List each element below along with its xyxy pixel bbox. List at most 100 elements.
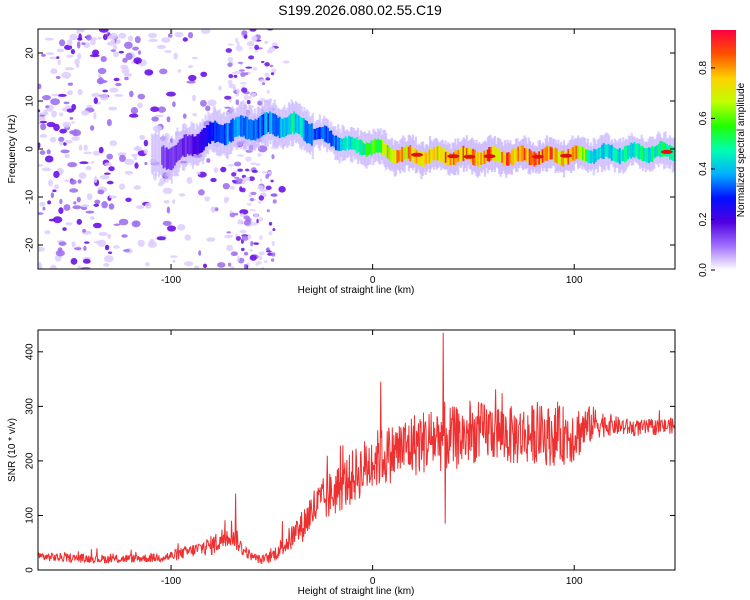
noise-blob bbox=[240, 247, 245, 252]
ridge-core bbox=[462, 145, 465, 162]
noise-blob bbox=[100, 56, 107, 63]
noise-blob bbox=[46, 149, 51, 155]
noise-blob bbox=[38, 212, 44, 215]
ridge-core bbox=[177, 142, 179, 161]
ridge-core bbox=[323, 125, 326, 142]
noise-blob bbox=[244, 72, 249, 76]
noise-blob bbox=[133, 156, 137, 161]
ridge-core bbox=[288, 115, 291, 135]
noise-blob bbox=[80, 266, 91, 269]
noise-blob bbox=[79, 29, 85, 33]
noise-blob bbox=[104, 244, 110, 251]
noise-blob bbox=[235, 99, 240, 106]
ridge-core bbox=[441, 148, 444, 163]
noise-blob bbox=[71, 136, 80, 142]
noise-blob bbox=[261, 60, 265, 64]
noise-blob bbox=[224, 95, 232, 100]
ridge-halo bbox=[150, 133, 154, 174]
ridge-core bbox=[620, 150, 623, 162]
ridge-core bbox=[425, 152, 428, 164]
noise-blob bbox=[137, 93, 146, 100]
noise-blob bbox=[93, 176, 98, 183]
ridge-core bbox=[281, 118, 284, 137]
ridge-core bbox=[199, 131, 202, 154]
noise-blob bbox=[253, 213, 259, 218]
ridge-core bbox=[552, 146, 555, 162]
ridge-core bbox=[364, 144, 367, 155]
ridge-core bbox=[420, 153, 423, 165]
noise-blob bbox=[85, 210, 95, 214]
ridge-core bbox=[609, 145, 612, 159]
noise-blob bbox=[89, 125, 95, 131]
noise-blob bbox=[268, 221, 273, 226]
noise-blob bbox=[124, 41, 133, 49]
noise-blob bbox=[198, 189, 205, 196]
ridge-core bbox=[293, 111, 296, 135]
noise-blob bbox=[92, 150, 101, 156]
ridge-core bbox=[615, 148, 618, 163]
ridge-core bbox=[272, 113, 275, 135]
noise-blob bbox=[239, 69, 245, 72]
noise-blob bbox=[56, 48, 65, 53]
noise-blob bbox=[234, 70, 242, 75]
ridge-peak bbox=[447, 154, 460, 159]
ridge-core bbox=[402, 147, 405, 160]
noise-blob bbox=[98, 231, 108, 237]
ridge-core bbox=[211, 122, 213, 141]
noise-blob bbox=[124, 158, 134, 166]
noise-blob bbox=[70, 258, 78, 265]
noise-blob bbox=[64, 139, 73, 144]
ridge-core bbox=[175, 144, 178, 163]
noise-blob bbox=[241, 87, 248, 93]
ridge-core bbox=[352, 138, 355, 150]
ridge-core bbox=[327, 127, 329, 144]
noise-blob bbox=[264, 62, 270, 67]
ridge-core bbox=[298, 115, 300, 134]
noise-blob bbox=[182, 37, 188, 42]
ridge-core bbox=[460, 147, 463, 161]
noise-blob bbox=[254, 44, 259, 50]
noise-blob bbox=[38, 117, 46, 121]
noise-blob bbox=[65, 222, 73, 226]
noise-blob bbox=[254, 49, 259, 53]
noise-blob bbox=[234, 212, 239, 216]
noise-blob bbox=[123, 249, 131, 252]
ridge-core bbox=[635, 144, 637, 157]
noise-blob bbox=[92, 49, 100, 56]
noise-blob bbox=[235, 236, 241, 241]
ridge-core bbox=[227, 123, 229, 144]
ridge-core bbox=[278, 116, 281, 139]
noise-blob bbox=[271, 252, 276, 257]
ridge-core bbox=[519, 146, 521, 161]
noise-blob bbox=[210, 206, 216, 213]
ridge-peak bbox=[531, 154, 544, 159]
noise-blob bbox=[192, 112, 197, 117]
noise-blob bbox=[113, 223, 121, 226]
noise-blob bbox=[121, 234, 128, 238]
ridge-core bbox=[241, 115, 244, 137]
ridge-core bbox=[322, 126, 325, 140]
noise-blob bbox=[237, 61, 244, 64]
noise-blob bbox=[144, 262, 150, 267]
ridge-core bbox=[202, 127, 205, 151]
ridge-core bbox=[465, 147, 468, 160]
noise-blob bbox=[119, 154, 126, 162]
ridge-core bbox=[493, 145, 496, 161]
ridge-core bbox=[506, 152, 508, 166]
noise-blob bbox=[54, 184, 59, 190]
ridge-core bbox=[451, 153, 454, 165]
noise-blob bbox=[93, 97, 99, 104]
ridge-core bbox=[428, 149, 431, 164]
noise-blob bbox=[127, 35, 134, 42]
spectrogram-ridge bbox=[150, 99, 675, 184]
noise-blob bbox=[71, 241, 76, 248]
y-tick-label: 20 bbox=[25, 47, 36, 59]
spectrogram-x-ticks: -100 0 100 bbox=[161, 29, 583, 286]
ridge-core bbox=[660, 141, 663, 158]
ridge-core bbox=[656, 145, 658, 157]
ridge-core bbox=[254, 118, 257, 141]
noise-blob bbox=[270, 258, 275, 262]
ridge-core bbox=[351, 136, 354, 150]
noise-blob bbox=[245, 168, 250, 172]
ridge-core bbox=[259, 116, 262, 138]
